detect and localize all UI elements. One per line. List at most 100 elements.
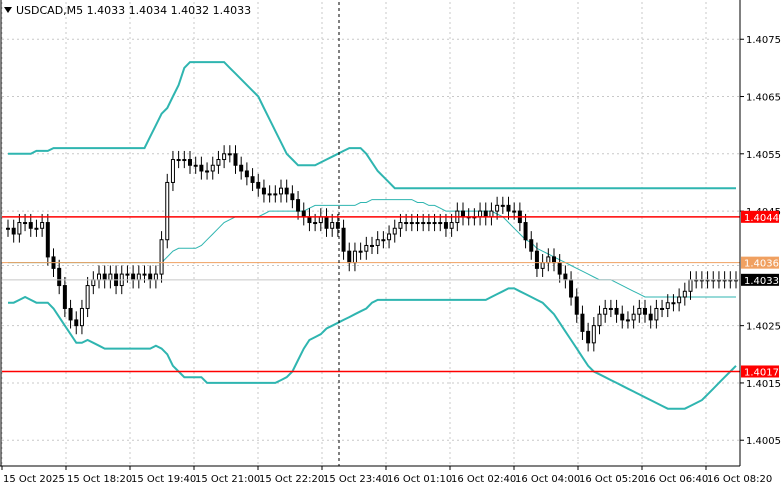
candle-body [352,250,357,264]
candle-body [500,204,505,207]
candle-body [409,222,414,225]
candle-body [256,181,261,189]
candle-body [34,227,39,230]
candle-body [165,181,170,241]
candle-body [205,170,210,173]
candle-body [421,222,426,225]
candle-body [597,313,602,327]
candle-body [415,222,420,225]
candle-body [318,216,323,224]
price-tick-label: 1.4025 [746,322,781,333]
candle-body [387,233,392,241]
horizontal-lines[interactable] [2,216,740,373]
candle-body [495,204,500,212]
candle-body [296,199,301,212]
grid [1,2,740,466]
candle-body [307,216,312,224]
candle-body [290,193,295,201]
candle-body [23,222,28,225]
candle-body [131,273,136,281]
candle-body [227,153,232,156]
candle-body [648,313,653,321]
candle-body [216,159,221,166]
candle-body [91,279,96,287]
candle-body [193,164,198,167]
candle-body [534,250,539,269]
candle-body [170,159,175,183]
candle-body [614,307,619,315]
price-tag-label: 1.4036 [744,259,779,270]
candle-body [125,273,130,276]
candle-body [210,164,215,172]
price-tag-bg [741,256,779,269]
triangle-down-icon[interactable] [4,7,12,13]
time-tick-label: 16 Oct 06:40 [643,474,708,485]
candle-body [142,273,147,276]
candle-body [284,187,289,195]
time-tick-label: 16 Oct 04:00 [515,474,580,485]
time-tick-label: 16 Oct 05:20 [579,474,644,485]
candle-body [222,153,227,161]
candle-body [682,290,687,298]
candle-body [358,250,363,253]
time-tick-label: 15 Oct 22:20 [259,474,324,485]
candle-body [643,307,647,315]
candle-body [580,313,585,332]
candle-body [449,222,454,229]
candle-body [569,279,574,298]
price-tick-label: 1.4055 [746,150,781,161]
candle-body [563,273,568,281]
candle-body [153,273,158,281]
candle-body [6,227,10,230]
price-tag-bg [741,273,779,286]
candle-body [301,210,306,218]
candle-body [381,239,386,242]
candle-body [620,313,625,321]
symbol-info: USDCAD,M5 1.4033 1.4034 1.4032 1.4033 [16,4,251,17]
candle-body [432,222,437,225]
candle-body [148,273,153,281]
candle-body [426,222,431,225]
candle-body [660,307,665,310]
candle-body [40,222,45,229]
candle-body [398,222,403,229]
candle-body [273,193,278,196]
candle-body [540,262,545,269]
candle-body [552,256,556,264]
candle-body [279,187,283,195]
candle-body [625,319,630,322]
candle-body [62,285,67,309]
time-tick-label: 16 Oct 01:10 [387,474,452,485]
candle-body [250,176,255,183]
candle-body [654,307,659,321]
candle-body [483,210,488,218]
candle-body [608,307,613,310]
time-tick-label: 16 Oct 02:40 [451,474,516,485]
price-tag-bg [741,365,779,378]
time-tick-label: 15 Oct 19:40 [131,474,196,485]
candle-body [546,256,551,264]
candle-body [586,330,591,344]
price-tick-label: 1.4005 [746,436,781,447]
candle-body [574,296,579,315]
candle-body [512,210,517,213]
candle-body [341,227,346,252]
candle-body [637,307,642,315]
candle-body [102,273,107,281]
candle-body [404,222,409,225]
candle-body [17,222,22,235]
candle-body [159,239,164,275]
candle-body [97,273,101,281]
candle-body [364,244,369,252]
candle-body [506,204,511,212]
candle-body [324,216,329,229]
candle-body [233,153,238,166]
candle-body [108,273,113,281]
candle-body [370,244,374,247]
axes [0,0,741,467]
candle-body [631,313,636,321]
time-tick-label: 15 Oct 21:00 [195,474,260,485]
